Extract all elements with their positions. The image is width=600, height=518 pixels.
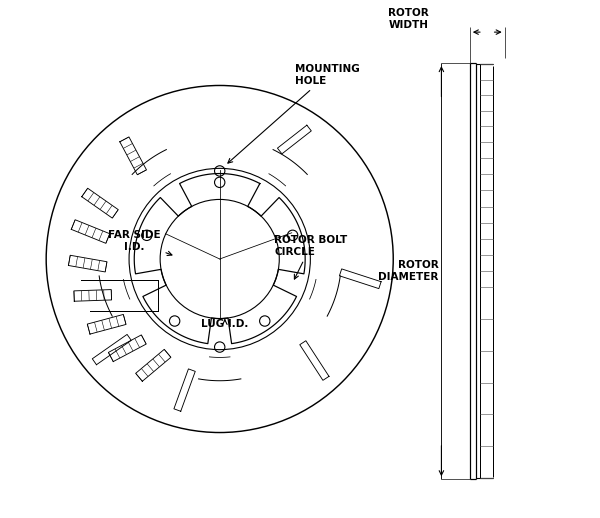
- Text: ROTOR
DIAMETER: ROTOR DIAMETER: [379, 261, 439, 282]
- Text: ROTOR BOLT
CIRCLE: ROTOR BOLT CIRCLE: [274, 235, 347, 279]
- Text: FAR SIDE
I.D.: FAR SIDE I.D.: [108, 230, 172, 255]
- Text: LUG I.D.: LUG I.D.: [201, 319, 248, 328]
- Text: ROTOR
WIDTH: ROTOR WIDTH: [388, 8, 428, 30]
- Text: MOUNTING
HOLE: MOUNTING HOLE: [228, 64, 359, 163]
